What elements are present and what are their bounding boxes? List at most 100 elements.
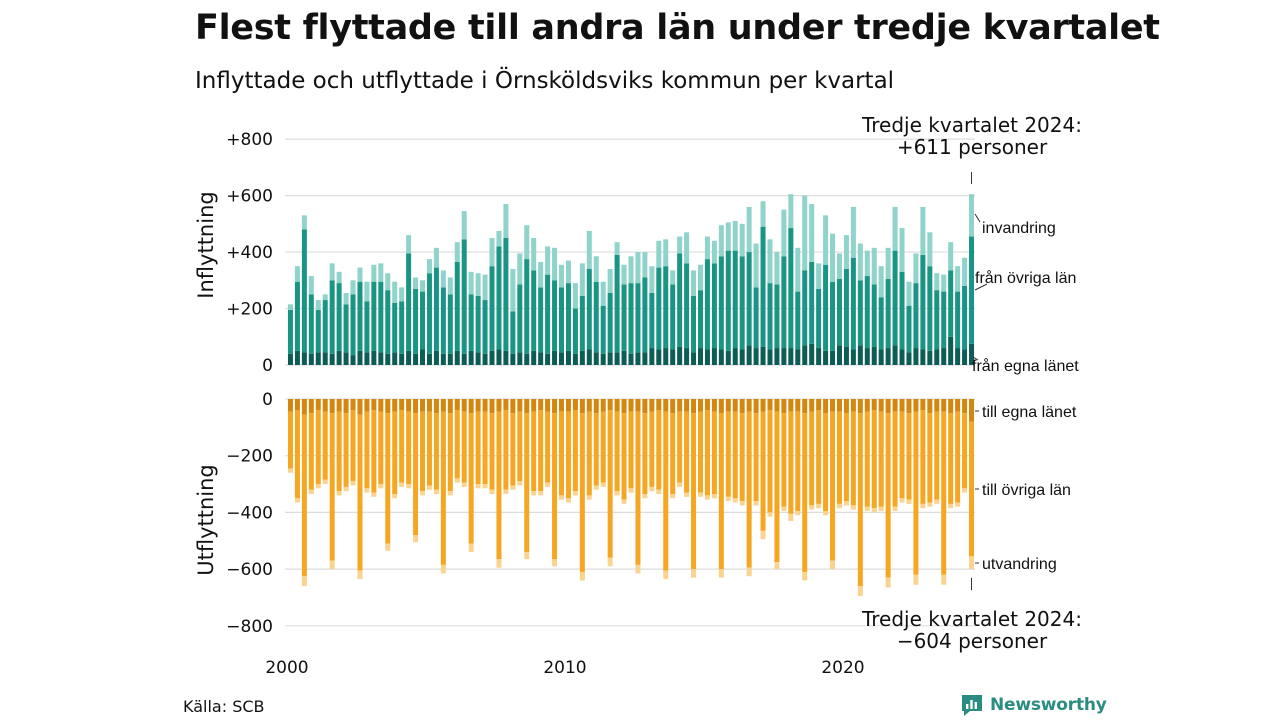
bar-segment [406,350,412,365]
bar-segment [315,309,321,353]
bar-segment [322,411,328,480]
bar-segment [760,530,766,540]
bar-segment [774,562,780,570]
bar-segment [857,586,863,597]
bar-segment [836,411,842,504]
bar-segment [371,350,377,365]
bar-segment [677,399,683,412]
bar-segment [454,410,460,479]
bar-segment [447,294,453,354]
bar-segment [315,399,321,411]
bar-segment [878,506,884,511]
bar-segment [670,413,676,494]
bar-segment [830,399,836,412]
bar-segment [301,576,307,587]
bar-segment [816,348,822,365]
bar-segment [906,499,912,504]
bar-segment [524,259,530,354]
bar-segment [343,486,349,492]
bar-segment [809,505,815,510]
bar-segment [496,559,502,568]
y-axis-title: Utflyttning [194,464,218,576]
bar-segment [697,411,703,493]
bar-segment [816,263,822,289]
bar-segment [969,421,975,557]
bar-segment [350,410,356,482]
bar-segment [691,295,697,353]
bar-segment [899,349,905,365]
bar-segment [906,281,912,306]
bar-segment [899,498,905,503]
bar-segment [816,503,822,509]
bar-segment [607,557,613,567]
bar-segment [586,495,592,500]
bar-segment [836,278,842,346]
bar-segment [517,253,523,285]
bar-segment [656,399,662,411]
bar-segment [941,348,947,365]
bar-segment [329,263,335,281]
bar-segment [843,346,849,365]
bar-segment [524,552,530,560]
bar-segment [781,413,787,507]
bar-segment [774,411,780,563]
bar-segment [704,495,710,500]
bar-segment [531,270,537,351]
bar-segment [892,506,898,511]
bar-segment [670,399,676,414]
bar-segment [454,350,460,365]
bar-segment [718,399,724,414]
bar-segment [941,411,947,575]
bar-segment [788,513,794,521]
bar-segment [871,508,877,513]
bars [287,194,975,597]
bar-segment [572,353,578,365]
bar-segment [607,410,613,558]
bar-segment [378,352,384,365]
series-label: från egna länet [972,357,1079,375]
bar-segment [823,413,829,511]
bar-segment [955,502,961,507]
x-tick-label: 2010 [543,658,586,678]
bar-segment [468,294,474,351]
bar-segment [579,399,585,414]
bar-segment [385,399,391,414]
bar-segment [649,293,655,349]
bar-segment [823,510,829,516]
bar-segment [378,411,384,485]
series-label-leader [972,356,979,361]
bar-segment [962,488,968,493]
bar-segment [565,399,571,412]
bar-segment [746,345,752,365]
bar-segment [489,237,495,267]
bar-segment [600,281,606,306]
bar-segment [426,273,432,354]
bar-segment [301,229,307,353]
bar-segment [878,399,884,412]
bar-segment [315,352,321,365]
bar-segment [461,353,467,365]
bar-segment [920,503,926,509]
bar-segment [906,399,912,414]
bar-segment [447,399,453,414]
bar-segment [552,350,558,365]
bar-segment [343,304,349,353]
bar-segment [420,349,426,365]
bar-segment [572,491,578,496]
bar-segment [287,468,293,473]
bar-segment [294,350,300,365]
bar-segment [565,350,571,365]
bar-segment [621,350,627,365]
bar-segment [746,252,752,346]
bar-segment [350,280,356,295]
bar-segment [732,498,738,503]
bar-segment [454,242,460,262]
bar-segment [343,413,349,487]
axes: 0 +200 +400 +600 +800 Inflyttning 0 −200 −400 −60… [194,130,865,678]
bar-segment [892,411,898,507]
bar-segment [920,206,926,255]
bar-segment [725,399,731,412]
bar-segment [475,273,481,296]
bar-segment [579,413,585,572]
bar-segment [406,399,412,412]
